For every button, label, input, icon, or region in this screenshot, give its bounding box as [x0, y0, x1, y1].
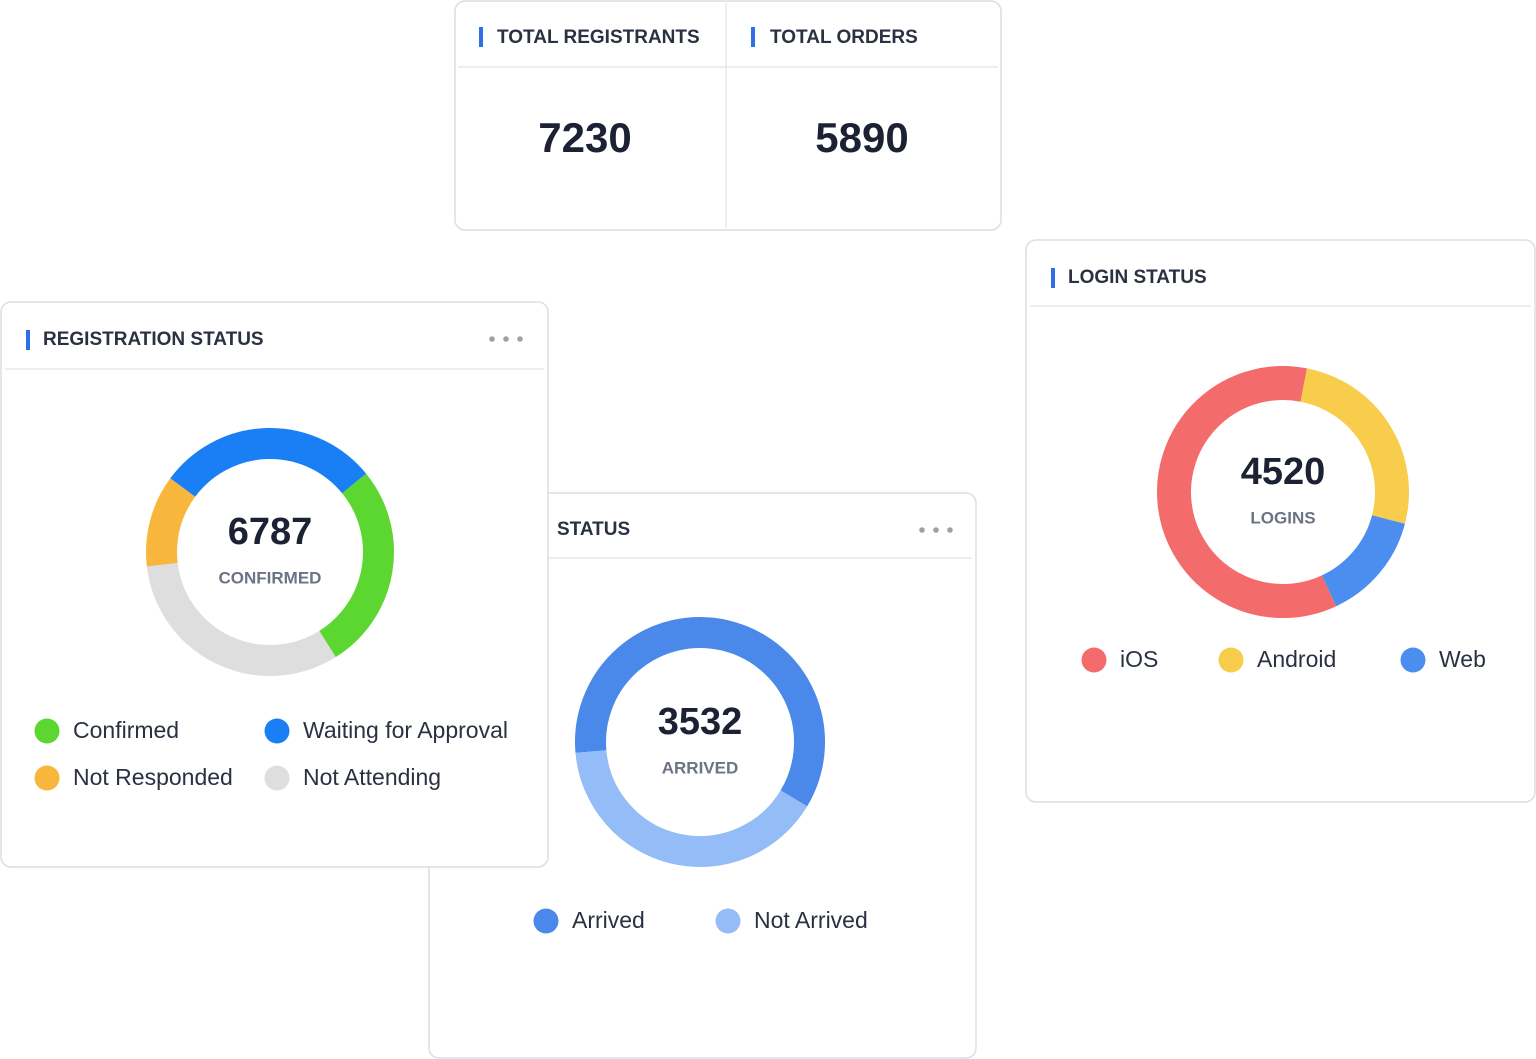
menu-dot: [489, 336, 495, 342]
card-title: REGISTRATION STATUS: [43, 329, 264, 350]
stat-label: TOTAL REGISTRANTS: [497, 27, 700, 48]
center-value: 4520: [1241, 451, 1326, 493]
menu-dot: [947, 527, 953, 533]
legend-dot: [34, 718, 60, 744]
donut-segment: [1321, 514, 1405, 607]
center-value: 6787: [228, 511, 313, 553]
chart-card: REGISTRATION STATUS 6787 CONFIRMED Confirme…: [0, 301, 549, 868]
donut-segment: [170, 428, 367, 498]
donut-segment: [318, 473, 394, 658]
legend-label: Android: [1257, 646, 1336, 672]
legend-dot: [34, 765, 60, 791]
donut-segment: [1300, 368, 1409, 524]
center-label: ARRIVED: [662, 758, 739, 777]
card: [0, 301, 549, 868]
legend-label: Not Arrived: [754, 907, 868, 933]
card-title: STATUS: [557, 519, 630, 540]
donut-segment: [575, 749, 808, 867]
donut-segment: [146, 562, 336, 676]
legend-dot: [264, 718, 290, 744]
accent-bar: [1051, 268, 1055, 288]
donut-segment: [575, 617, 825, 807]
chart-card: STATUS 3532 ARRIVED Arrived Not Arrived: [428, 492, 977, 1059]
menu-dot: [919, 527, 925, 533]
menu-dot: [517, 336, 523, 342]
menu-dot: [503, 336, 509, 342]
center-label: LOGINS: [1250, 508, 1315, 527]
legend-dot: [1218, 647, 1244, 673]
menu-dot: [933, 527, 939, 533]
donut-segment: [146, 478, 196, 567]
legend-label: Waiting for Approval: [303, 717, 508, 743]
donut-segment: [1157, 366, 1337, 618]
card-title: LOGIN STATUS: [1068, 267, 1207, 288]
center-label: CONFIRMED: [219, 568, 322, 587]
legend-dot: [715, 908, 741, 934]
legend-dot: [533, 908, 559, 934]
legend-dot: [1081, 647, 1107, 673]
legend-label: Arrived: [572, 907, 645, 933]
legend-label: Confirmed: [73, 717, 179, 743]
accent-bar: [26, 330, 30, 350]
center-value: 3532: [658, 701, 743, 743]
legend-label: Web: [1439, 646, 1486, 672]
accent-bar: [751, 27, 755, 47]
legend-dot: [264, 765, 290, 791]
stat-value: 7230: [538, 114, 631, 161]
stat-value: 5890: [815, 114, 908, 161]
legend-dot: [1400, 647, 1426, 673]
legend-label: Not Responded: [73, 764, 233, 790]
stats-card: [454, 0, 1002, 231]
chart-card: LOGIN STATUS 4520 LOGINS iOS Android Web: [1025, 239, 1536, 803]
accent-bar: [479, 27, 483, 47]
stat-label: TOTAL ORDERS: [770, 27, 918, 48]
legend-label: Not Attending: [303, 764, 441, 790]
legend-label: iOS: [1120, 646, 1158, 672]
